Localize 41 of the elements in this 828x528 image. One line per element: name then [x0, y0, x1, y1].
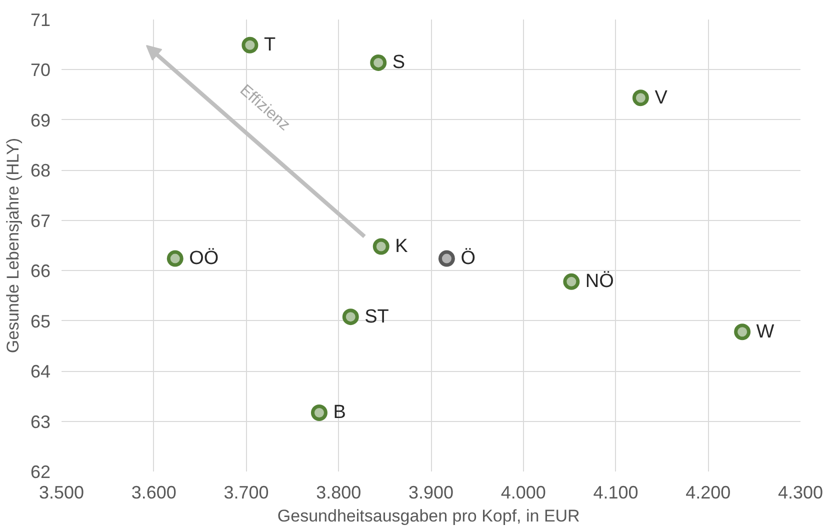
y-tick-label: 65	[30, 311, 51, 332]
y-tick-label: 66	[30, 261, 51, 282]
annotation: NÖ	[585, 271, 614, 292]
annotation: ST	[364, 306, 390, 328]
annotation: T	[264, 34, 276, 56]
x-tick-label: 3.800	[316, 482, 362, 502]
x-tick-label: 4.100	[593, 482, 638, 502]
point	[242, 36, 258, 54]
y-axis-title: Gesunde Lebensjahre (HLY)	[3, 138, 22, 354]
point	[632, 90, 649, 106]
y-tick-label: 69	[30, 110, 51, 130]
y-tick-label: 70	[30, 60, 51, 80]
x-tick-label: 4.300	[778, 482, 824, 502]
point	[342, 308, 359, 326]
x-tick-label: 3.500	[38, 482, 84, 502]
annotation: Ö	[460, 248, 476, 270]
point	[166, 250, 184, 267]
annotation: W	[756, 321, 774, 342]
point	[370, 54, 387, 71]
y-tick-label: 71	[30, 10, 51, 30]
x-tick-label: 3.600	[131, 482, 176, 502]
y-tick-label: 63	[30, 412, 51, 432]
y-tick-label: 68	[30, 160, 51, 181]
x-tick-label: 4.200	[686, 482, 731, 502]
annotation: K	[395, 236, 408, 258]
y-tick-label: 62	[30, 462, 51, 482]
annotation: OÖ	[189, 248, 219, 270]
x-axis-title: Gesundheitsausgaben pro Kopf, in EUR	[277, 506, 580, 526]
x-tick-label: 4.000	[500, 482, 546, 502]
annotation: V	[654, 87, 668, 108]
point	[563, 273, 580, 290]
x-tick-label: 3.700	[224, 482, 269, 502]
x-tick-label: 3.900	[408, 482, 454, 502]
point	[734, 324, 751, 340]
annotation: S	[392, 52, 406, 74]
point	[438, 250, 455, 267]
annotation: B	[333, 402, 346, 424]
point	[310, 404, 328, 421]
point	[372, 238, 390, 255]
y-tick-label: 67	[30, 210, 51, 231]
y-tick-label: 64	[30, 362, 51, 382]
